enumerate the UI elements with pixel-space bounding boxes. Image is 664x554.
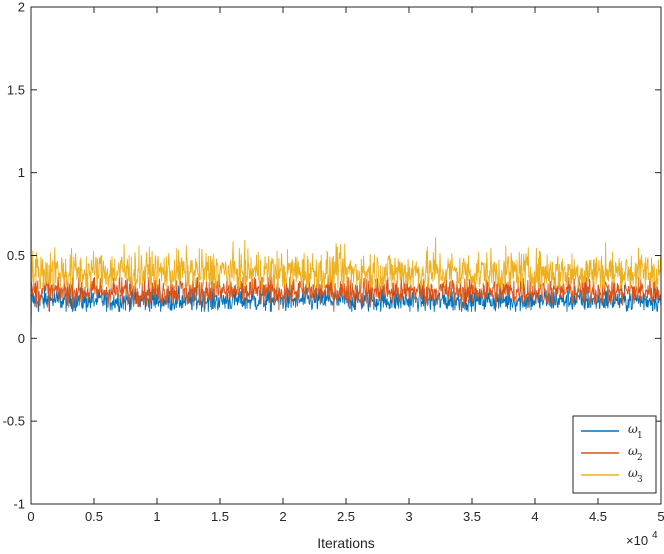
y-tick-label: 2 xyxy=(18,0,25,15)
plot-background xyxy=(31,7,661,504)
legend-label-subscript: 2 xyxy=(637,453,643,463)
ticks-layer: 0 0.5 1 1.5 2 2.5 3 3.5 4 4.5 5 -1 -0.5 0 0.5 1 1.5 2 xyxy=(3,0,664,524)
x-tick-label: 4.5 xyxy=(589,509,607,524)
y-tick-label: 1 xyxy=(18,165,25,180)
x-tick-label: 5 xyxy=(657,509,664,524)
x-tick-label: 2 xyxy=(279,509,286,524)
x-exponent-power: 4 xyxy=(652,530,658,541)
y-tick-label: 1.5 xyxy=(7,82,25,97)
legend-label: ω xyxy=(628,466,638,480)
legend-label-subscript: 3 xyxy=(637,475,643,485)
x-exponent-base: ×10 xyxy=(626,533,648,548)
x-tick-label: 3.5 xyxy=(463,509,481,524)
x-tick-label: 3 xyxy=(405,509,412,524)
x-exponent: ×10 4 xyxy=(626,530,658,548)
series-line-3 xyxy=(30,172,662,290)
y-tick-label: -0.5 xyxy=(3,414,25,429)
y-tick-label: -1 xyxy=(13,497,25,512)
x-tick-label: 0.5 xyxy=(85,509,103,524)
legend-label: ω xyxy=(628,444,638,458)
legend-box xyxy=(572,415,657,494)
series-layer xyxy=(30,172,662,339)
x-tick-label: 4 xyxy=(531,509,538,524)
x-tick-label: 0 xyxy=(27,509,34,524)
x-tick-label: 2.5 xyxy=(337,509,355,524)
y-tick-label: 0.5 xyxy=(7,248,25,263)
x-tick-label: 1.5 xyxy=(211,509,229,524)
legend: ω 1ω 2ω 3 xyxy=(572,415,657,494)
x-tick-label: 1 xyxy=(153,509,160,524)
series-line-2 xyxy=(30,276,662,339)
y-tick-label: 0 xyxy=(18,331,25,346)
x-axis-label: Iterations xyxy=(317,535,375,551)
legend-label: ω xyxy=(628,422,638,436)
legend-label-subscript: 1 xyxy=(637,431,643,441)
